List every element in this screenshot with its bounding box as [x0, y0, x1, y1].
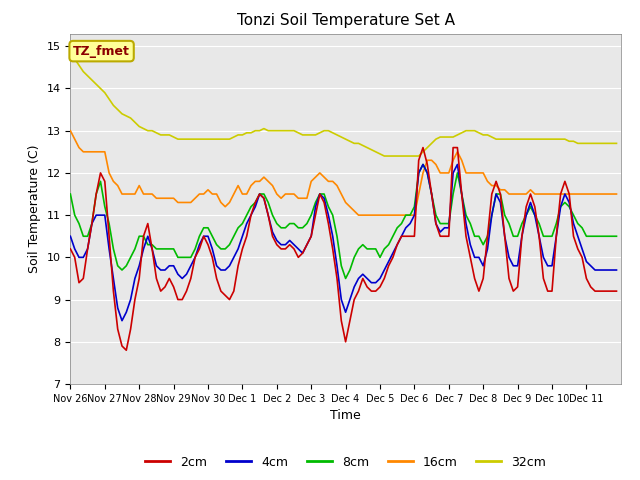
X-axis label: Time: Time — [330, 409, 361, 422]
Title: Tonzi Soil Temperature Set A: Tonzi Soil Temperature Set A — [237, 13, 454, 28]
Text: TZ_fmet: TZ_fmet — [73, 45, 130, 58]
Y-axis label: Soil Temperature (C): Soil Temperature (C) — [28, 144, 41, 273]
Legend: 2cm, 4cm, 8cm, 16cm, 32cm: 2cm, 4cm, 8cm, 16cm, 32cm — [140, 451, 551, 474]
